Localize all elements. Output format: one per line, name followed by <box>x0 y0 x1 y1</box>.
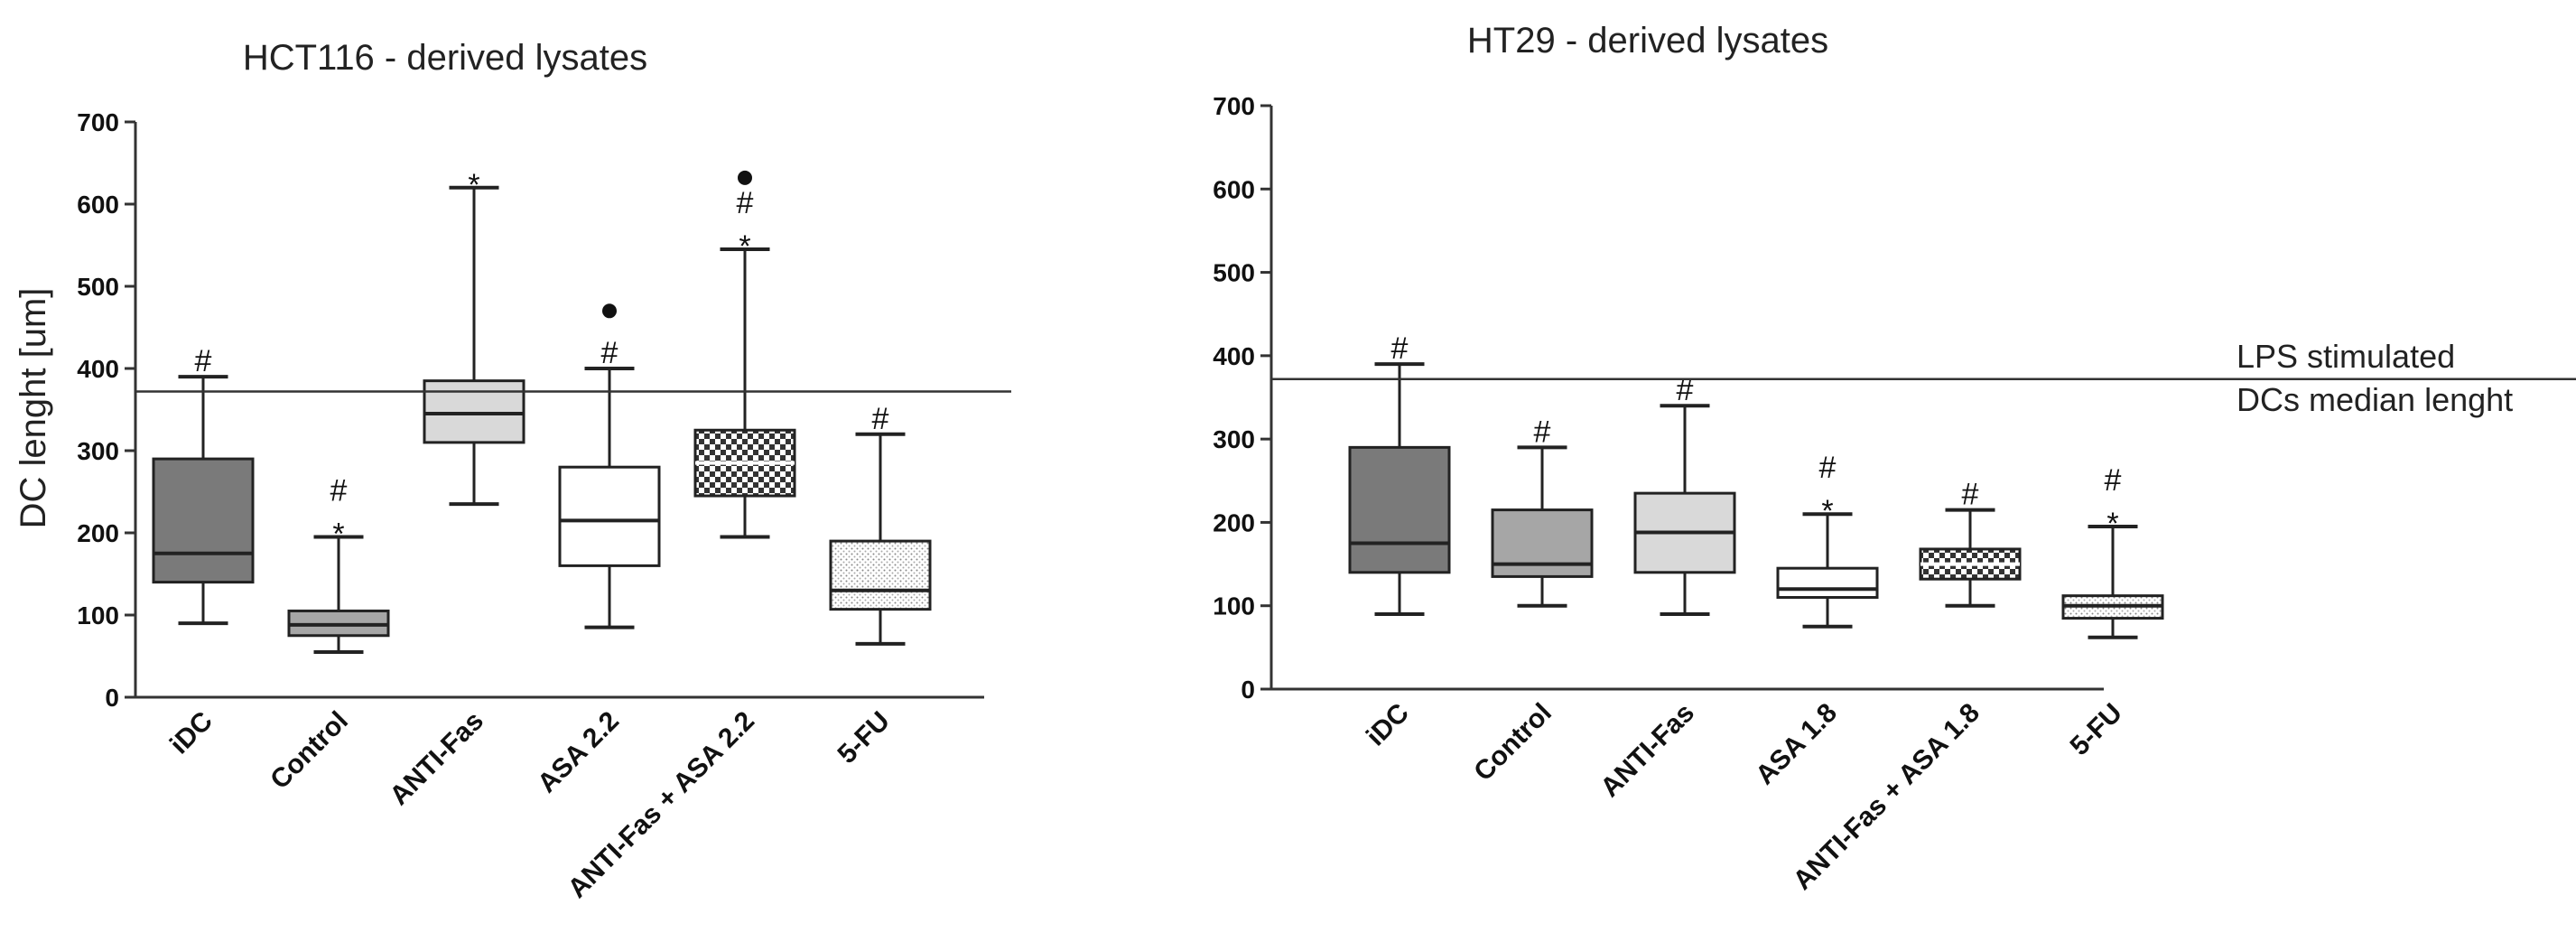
significance-hash: # <box>1534 415 1551 449</box>
outlier-point <box>738 170 752 185</box>
right-box-1: # <box>1348 331 1451 616</box>
left-chart-y-axis-label: DC lenght [um] <box>14 288 53 529</box>
outlier-point <box>602 303 617 319</box>
right-category-label: ASA 1.8 <box>1750 698 1843 791</box>
significance-hash: # <box>601 336 618 370</box>
left-y-tick-label: 0 <box>105 684 119 712</box>
significance-star: * <box>468 168 479 202</box>
right-y-tick-label: 500 <box>1213 259 1255 287</box>
significance-star: * <box>1821 494 1833 528</box>
significance-hash: # <box>1677 373 1694 407</box>
right-box-4: #* <box>1776 451 1879 629</box>
right-y-tick-label: 100 <box>1213 592 1255 620</box>
right-category-label: ANTI-Fas <box>1595 698 1699 803</box>
right-box-6: #* <box>2061 463 2164 639</box>
significance-star: * <box>739 229 750 264</box>
left-category-label: ASA 2.2 <box>532 706 625 799</box>
box-body <box>829 539 932 611</box>
significance-star: * <box>332 517 344 552</box>
significance-hash: # <box>2105 463 2122 498</box>
right-y-tick-label: 400 <box>1213 342 1255 370</box>
left-y-tick-label: 500 <box>77 273 119 301</box>
significance-hash: # <box>330 474 348 508</box>
left-box-3: * <box>423 168 525 507</box>
left-category-label: iDC <box>164 706 219 760</box>
right-y-tick-label: 700 <box>1213 92 1255 120</box>
left-box-1: # <box>152 344 255 626</box>
right-y-tick-label: 200 <box>1213 508 1255 536</box>
box-body <box>423 379 525 444</box>
left-box-5: #* <box>693 170 796 539</box>
left-box-6: # <box>829 402 932 646</box>
left-y-tick-label: 700 <box>77 108 119 136</box>
right-chart-title: HT29 - derived lysates <box>1467 21 1828 61</box>
left-category-label: Control <box>265 706 354 796</box>
significance-hash: # <box>195 344 212 378</box>
left-y-tick-label: 600 <box>77 191 119 219</box>
significance-hash: # <box>737 186 754 220</box>
significance-hash: # <box>1391 331 1409 366</box>
left-y-tick-label: 100 <box>77 601 119 629</box>
left-box-2: #* <box>287 474 390 654</box>
right-box-2: # <box>1491 415 1594 608</box>
box-body <box>1491 508 1594 578</box>
box-body <box>1776 566 1879 599</box>
reference-line-label-1: LPS stimulated <box>2237 338 2455 375</box>
right-y-tick-label: 600 <box>1213 175 1255 203</box>
left-box-4: # <box>558 303 661 629</box>
right-category-label: Control <box>1468 698 1558 788</box>
right-category-label: 5-FU <box>2064 698 2127 761</box>
box-body <box>152 457 255 584</box>
left-y-tick-label: 400 <box>77 355 119 383</box>
box-body <box>558 465 661 567</box>
reference-line-label-2: DCs median lenght <box>2237 381 2513 418</box>
significance-hash: # <box>1819 451 1837 485</box>
left-y-tick-label: 200 <box>77 519 119 547</box>
box-body <box>1348 445 1451 574</box>
significance-star: * <box>2106 507 2118 541</box>
significance-hash: # <box>872 402 889 436</box>
left-y-tick-label: 300 <box>77 437 119 465</box>
significance-hash: # <box>1962 478 1979 512</box>
right-y-tick-label: 0 <box>1241 676 1255 704</box>
right-box-5: # <box>1919 478 2022 608</box>
right-box-3: # <box>1633 373 1736 616</box>
right-y-tick-label: 300 <box>1213 425 1255 453</box>
left-category-label: 5-FU <box>832 706 895 769</box>
plot-layer: 0100200300400500600700#iDC#*Control*ANTI… <box>77 92 2576 904</box>
right-category-label: iDC <box>1361 698 1415 752</box>
left-chart-title: HCT116 - derived lysates <box>243 38 647 78</box>
left-category-label: ANTI-Fas <box>384 706 488 811</box>
